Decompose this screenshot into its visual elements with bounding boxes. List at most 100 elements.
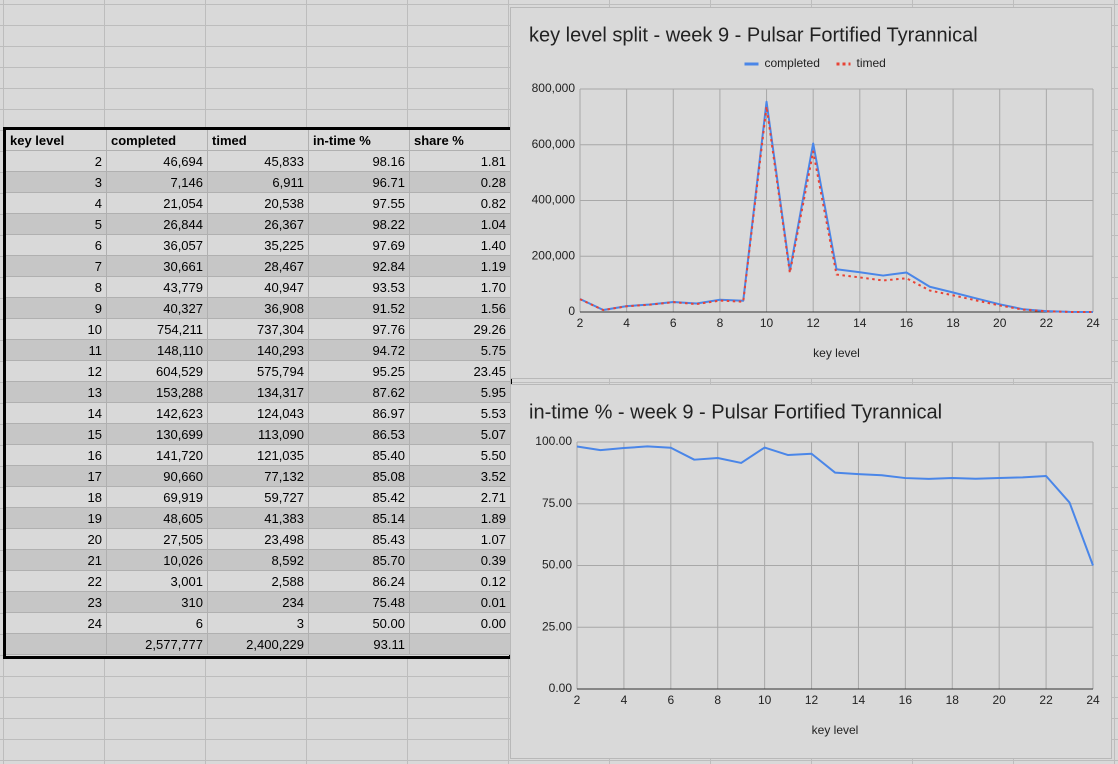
table-cell: 5.75 xyxy=(410,340,511,361)
table-cell: 0.01 xyxy=(410,592,511,613)
table-cell: 41,383 xyxy=(208,508,309,529)
table-cell: 24 xyxy=(6,613,107,634)
table-cell: 87.62 xyxy=(309,382,410,403)
x-tick-label: 24 xyxy=(1086,693,1100,707)
table-cell: 234 xyxy=(208,592,309,613)
x-tick-label: 8 xyxy=(717,316,724,330)
table-cell: 27,505 xyxy=(107,529,208,550)
table-cell: 6 xyxy=(107,613,208,634)
table-cell: 22 xyxy=(6,571,107,592)
table-cell: 310 xyxy=(107,592,208,613)
table-cell: 17 xyxy=(6,466,107,487)
x-tick-label: 6 xyxy=(667,693,674,707)
x-tick-label: 4 xyxy=(621,693,628,707)
table-cell: 19 xyxy=(6,508,107,529)
table-cell: 69,919 xyxy=(107,487,208,508)
table-cell: 141,720 xyxy=(107,445,208,466)
table-cell: 98.22 xyxy=(309,214,410,235)
x-tick-label: 18 xyxy=(946,316,960,330)
table-cell: 93.53 xyxy=(309,277,410,298)
chart-panel xyxy=(510,7,1112,379)
table-cell: 1.56 xyxy=(410,298,511,319)
table-cell: 5 xyxy=(6,214,107,235)
table-cell xyxy=(6,634,107,655)
table-cell: 97.69 xyxy=(309,235,410,256)
table-cell: 6,911 xyxy=(208,172,309,193)
table-cell: 1.04 xyxy=(410,214,511,235)
x-tick-label: 2 xyxy=(574,693,581,707)
table-cell: 6 xyxy=(6,235,107,256)
table-cell: 11 xyxy=(6,340,107,361)
table-cell: 14 xyxy=(6,403,107,424)
table-cell: 95.25 xyxy=(309,361,410,382)
table-cell: 20 xyxy=(6,529,107,550)
table-cell: 575,794 xyxy=(208,361,309,382)
table-cell: 12 xyxy=(6,361,107,382)
x-tick-label: 12 xyxy=(807,316,821,330)
table-cell: 5.50 xyxy=(410,445,511,466)
table-cell: 153,288 xyxy=(107,382,208,403)
table-cell: 86.97 xyxy=(309,403,410,424)
table-cell: 148,110 xyxy=(107,340,208,361)
y-tick-label: 400,000 xyxy=(532,193,576,207)
table-cell: 1.70 xyxy=(410,277,511,298)
x-tick-label: 6 xyxy=(670,316,677,330)
table-cell: 50.00 xyxy=(309,613,410,634)
y-tick-label: 800,000 xyxy=(532,81,576,95)
table-cell: 13 xyxy=(6,382,107,403)
x-tick-label: 10 xyxy=(760,316,774,330)
table-cell: 20,538 xyxy=(208,193,309,214)
table-cell: 75.48 xyxy=(309,592,410,613)
y-tick-label: 0 xyxy=(568,304,575,318)
x-tick-label: 16 xyxy=(899,693,913,707)
table-cell: 2,588 xyxy=(208,571,309,592)
table-cell: 77,132 xyxy=(208,466,309,487)
table-cell: 5.95 xyxy=(410,382,511,403)
table-cell: 5.53 xyxy=(410,403,511,424)
table-cell: share % xyxy=(410,130,511,151)
x-tick-label: 2 xyxy=(577,316,584,330)
table-cell: 18 xyxy=(6,487,107,508)
table-cell: 0.39 xyxy=(410,550,511,571)
legend-label: completed xyxy=(765,56,820,70)
table-cell: 2.71 xyxy=(410,487,511,508)
table-cell: 0.12 xyxy=(410,571,511,592)
table-cell: 90,660 xyxy=(107,466,208,487)
table-cell: 134,317 xyxy=(208,382,309,403)
table-cell: key level xyxy=(6,130,107,151)
x-tick-label: 22 xyxy=(1040,316,1054,330)
table-cell: 35,225 xyxy=(208,235,309,256)
table-cell: 94.72 xyxy=(309,340,410,361)
table-cell: 3 xyxy=(6,172,107,193)
table-cell: 3.52 xyxy=(410,466,511,487)
chart-panel xyxy=(510,384,1112,759)
table-cell: 23 xyxy=(6,592,107,613)
chart: in-time % - week 9 - Pulsar Fortified Ty… xyxy=(510,384,1112,759)
table-cell: completed xyxy=(107,130,208,151)
table-cell: 754,211 xyxy=(107,319,208,340)
x-tick-label: 4 xyxy=(623,316,630,330)
table-cell: 45,833 xyxy=(208,151,309,172)
x-axis-label: key level xyxy=(813,346,860,360)
x-tick-label: 20 xyxy=(993,316,1007,330)
table-cell: 10,026 xyxy=(107,550,208,571)
table-cell: 7 xyxy=(6,256,107,277)
x-tick-label: 12 xyxy=(805,693,819,707)
data-table: key level completed timed in-time % share % 2… xyxy=(3,127,512,659)
table-cell: 29.26 xyxy=(410,319,511,340)
table-cell: 121,035 xyxy=(208,445,309,466)
table-cell: 3,001 xyxy=(107,571,208,592)
table-cell: 8,592 xyxy=(208,550,309,571)
table-cell: 4 xyxy=(6,193,107,214)
x-tick-label: 18 xyxy=(946,693,960,707)
table-cell: 97.55 xyxy=(309,193,410,214)
table-cell: 0.82 xyxy=(410,193,511,214)
table-cell: 26,367 xyxy=(208,214,309,235)
y-tick-label: 50.00 xyxy=(542,558,572,572)
table-cell: 1.89 xyxy=(410,508,511,529)
table-cell: 2,400,229 xyxy=(208,634,309,655)
data-line xyxy=(576,445,1094,566)
table-cell: 142,623 xyxy=(107,403,208,424)
table-cell: 93.11 xyxy=(309,634,410,655)
table-cell: 0.28 xyxy=(410,172,511,193)
